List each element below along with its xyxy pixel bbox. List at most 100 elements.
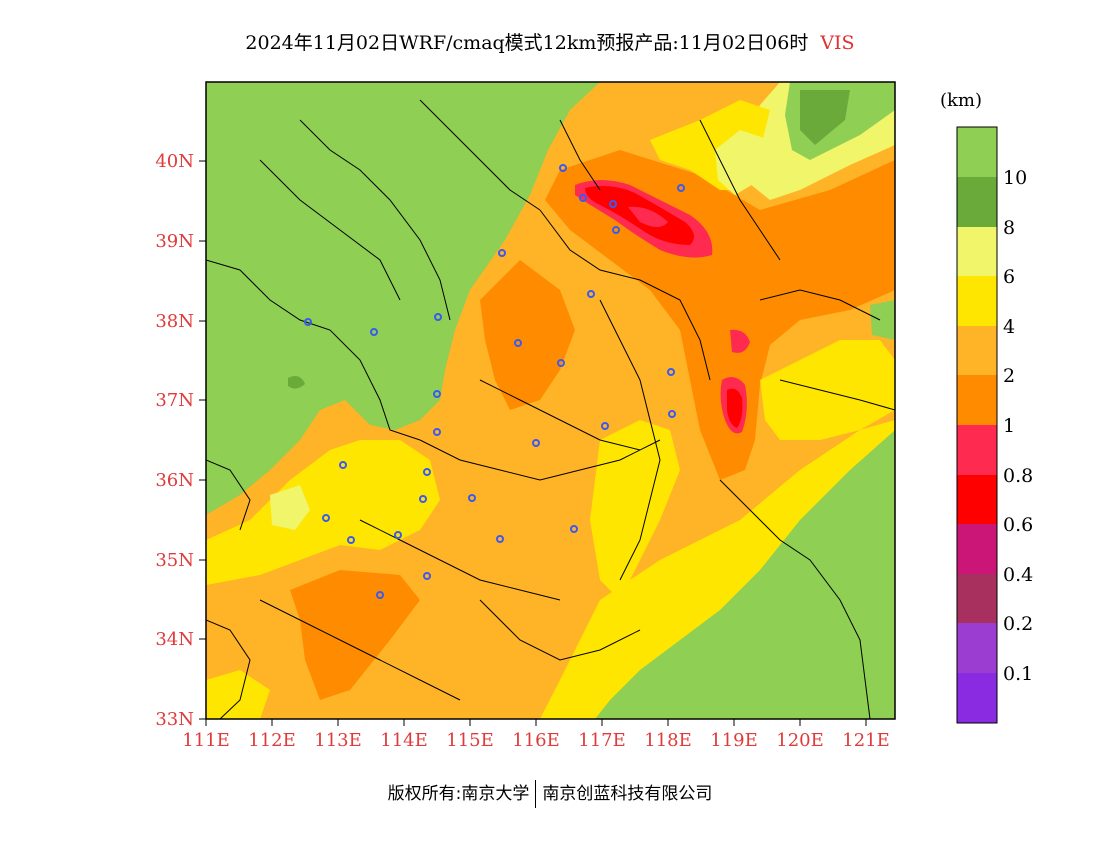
colorbar-swatch — [957, 475, 997, 524]
station-marker — [394, 531, 402, 539]
southwest-yellow-patch — [206, 670, 270, 719]
northeast-sea-dark — [800, 90, 850, 145]
colorbar-swatch — [957, 574, 997, 623]
colorbar-label: 8 — [1003, 217, 1015, 239]
colorbar-swatch — [957, 673, 997, 723]
station-marker — [601, 422, 609, 430]
lat-tick-label: 40N — [155, 151, 194, 172]
station-marker — [587, 290, 595, 298]
colorbar-label: 10 — [1003, 167, 1027, 189]
station-marker — [423, 468, 431, 476]
colorbar-label: 6 — [1003, 266, 1015, 288]
lon-tick-label: 119E — [710, 730, 758, 751]
lat-tick-label: 39N — [155, 231, 194, 252]
station-marker — [668, 410, 676, 418]
lat-tick-label: 35N — [155, 550, 194, 571]
station-marker — [532, 439, 540, 447]
colorbar-unit: (km) — [940, 90, 983, 111]
bohai-low-visibility-core — [545, 150, 895, 480]
station-marker — [339, 461, 347, 469]
station-marker — [677, 184, 685, 192]
station-marker — [667, 368, 675, 376]
colorbar-label: 0.2 — [1003, 613, 1033, 635]
lon-tick-label: 116E — [512, 730, 560, 751]
copyright-owner: 版权所有:南京大学 — [387, 784, 530, 804]
lon-tick-label: 117E — [578, 730, 626, 751]
station-marker — [304, 318, 312, 326]
station-marker — [579, 194, 587, 202]
station-marker — [498, 249, 506, 257]
colorbar-label: 0.4 — [1003, 564, 1033, 586]
lon-tick-label: 112E — [248, 730, 296, 751]
colorbar-swatch — [957, 623, 997, 673]
central-orange-band — [480, 260, 575, 410]
colorbar-swatch — [957, 127, 997, 177]
station-marker — [433, 428, 441, 436]
station-marker — [468, 494, 476, 502]
east-low-spot — [730, 329, 750, 353]
colorbar-swatch — [957, 375, 997, 425]
lat-tick-label: 34N — [155, 629, 194, 650]
colorbar-label: 0.8 — [1003, 465, 1033, 487]
lat-tick-label: 37N — [155, 390, 194, 411]
station-marker — [419, 495, 427, 503]
station-marker — [612, 226, 620, 234]
lat-tick-label: 38N — [155, 311, 194, 332]
west-yellow-band — [206, 440, 440, 585]
tianjin-hole — [628, 206, 668, 227]
title-text: 2024年11月02日WRF/cmaq模式12km预报产品:11月02日06时 — [245, 32, 809, 54]
colorbar-swatch — [957, 227, 997, 276]
footer-divider — [535, 780, 537, 808]
east-yellow-patch — [760, 340, 895, 440]
lat-tick-label: 36N — [155, 470, 194, 491]
station-marker — [496, 535, 504, 543]
station-marker — [376, 591, 384, 599]
northeast-lightyellow — [715, 130, 770, 195]
lat-tick-label: 33N — [155, 709, 194, 730]
lon-tick-label: 111E — [182, 730, 230, 751]
colorbar-frame — [956, 126, 998, 724]
station-markers — [304, 164, 685, 599]
colorbar-swatch — [957, 425, 997, 475]
variable-label: VIS — [820, 32, 855, 54]
station-marker — [514, 339, 522, 347]
southeast-yellow-band — [540, 420, 895, 719]
latitude-axis: 33N 34N 35N 36N 37N 38N 39N 40N — [155, 151, 206, 730]
station-marker — [433, 390, 441, 398]
southeast-sea-region — [595, 430, 895, 719]
lon-tick-label: 113E — [314, 730, 362, 751]
page-title: 2024年11月02日WRF/cmaq模式12km预报产品:11月02日06时 V… — [0, 28, 1100, 55]
shandong-core — [727, 388, 743, 428]
station-marker — [557, 359, 565, 367]
southwest-orange-patch — [290, 570, 420, 700]
lon-tick-label: 120E — [776, 730, 824, 751]
station-marker — [570, 525, 578, 533]
mid-yellow-patch — [590, 420, 680, 600]
colorbar-label: 0.6 — [1003, 514, 1033, 536]
northwest-mountain-region — [206, 82, 600, 515]
colorbar-label: 2 — [1003, 365, 1015, 387]
visibility-field — [206, 82, 895, 719]
station-marker — [559, 164, 567, 172]
colorbar-swatch — [957, 276, 997, 326]
colorbar: 0.1 0.2 0.4 0.6 0.8 1 2 4 6 8 10 — [956, 126, 1033, 724]
mountain-dark-patch — [288, 376, 305, 389]
copyright-company: 南京创蓝科技有限公司 — [542, 784, 713, 804]
province-boundaries — [206, 99, 895, 719]
west-lightyellow — [270, 485, 310, 530]
colorbar-swatch — [957, 524, 997, 574]
station-marker — [370, 328, 378, 336]
station-marker — [609, 200, 617, 208]
station-marker — [434, 313, 442, 321]
lon-tick-label: 121E — [842, 730, 890, 751]
lon-tick-label: 118E — [644, 730, 692, 751]
colorbar-swatch — [957, 177, 997, 227]
station-marker — [423, 572, 431, 580]
colorbar-swatch — [957, 326, 997, 375]
longitude-axis: 111E 112E 113E 114E 115E 116E 117E 118E … — [182, 719, 890, 751]
colorbar-label: 0.1 — [1003, 663, 1033, 685]
copyright-footer: 版权所有:南京大学 南京创蓝科技有限公司 — [0, 779, 1100, 808]
right-edge-green — [870, 300, 895, 340]
colorbar-label: 4 — [1003, 316, 1015, 338]
